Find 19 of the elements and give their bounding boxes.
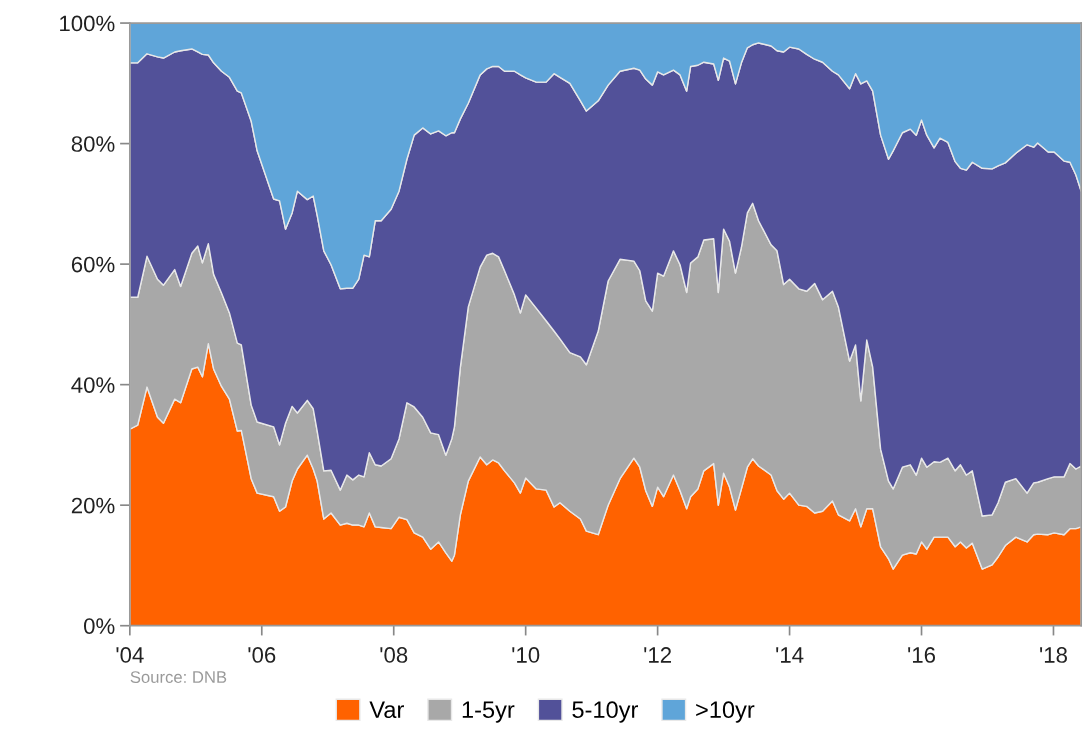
x-tick-label: '04 [116,647,144,663]
x-tick-label: '14 [776,647,804,663]
y-tick-label: 20% [71,497,115,514]
legend-label: Var [369,701,404,719]
x-tick-label: '06 [248,647,276,663]
x-tick-label: '08 [380,647,408,663]
y-tick-label: 0% [84,618,115,634]
source-note: Source: DNB [130,671,227,683]
x-tick-label: '16 [908,647,936,663]
legend-label: 5-10yr [572,701,638,723]
y-tick-label: 40% [71,377,115,393]
x-tick-label: '18 [1040,647,1067,663]
legend-label: 1-5yr [462,701,515,723]
legend-label: >10yr [696,701,755,723]
y-tick-label: 60% [71,256,115,273]
x-tick-label: '12 [644,647,671,663]
x-tick-label: '10 [512,647,540,663]
y-tick-label: 100% [60,15,115,32]
y-tick-label: 80% [71,136,115,152]
